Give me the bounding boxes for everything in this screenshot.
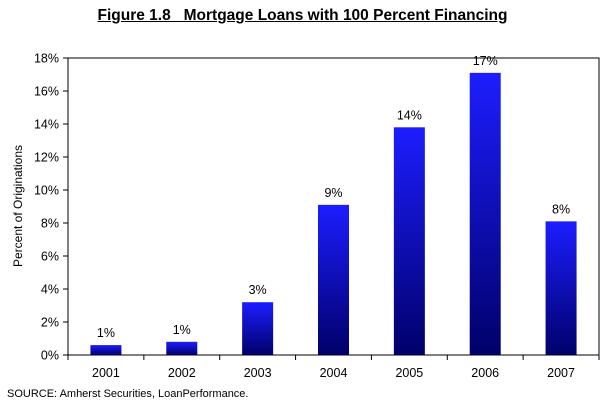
data-label-2004: 9% [324, 186, 342, 200]
y-tick-label: 0% [41, 349, 59, 363]
bar-2005 [393, 127, 425, 355]
bar-2007 [545, 221, 577, 355]
x-tick-label: 2006 [471, 366, 499, 380]
y-axis-label: Percent of Originations [11, 145, 25, 267]
data-label-2005: 14% [397, 108, 422, 122]
y-tick-label: 14% [34, 118, 59, 132]
y-tick-label: 12% [34, 151, 59, 165]
x-tick-label: 2003 [244, 366, 272, 380]
x-tick-label: 2001 [92, 366, 120, 380]
y-axis: 0% 2% 4% 6% 8% 10% 12% 14% 16% 18% [34, 52, 68, 363]
bar-2004 [318, 204, 349, 355]
data-label-2001: 1% [97, 326, 115, 340]
source-note: SOURCE: Amherst Securities, LoanPerforma… [7, 388, 249, 400]
x-tick-label: 2002 [168, 366, 196, 380]
y-tick-label: 10% [34, 184, 59, 198]
data-label-2003: 3% [249, 283, 267, 297]
data-label-2006: 17% [473, 54, 498, 68]
bars-group: 1% 1% 3% 9% 14% 17% 8% [90, 54, 577, 355]
x-tick-label: 2007 [547, 366, 575, 380]
bar-2001 [90, 345, 122, 355]
bar-2002 [166, 341, 198, 355]
y-tick-label: 2% [41, 316, 59, 330]
y-tick-label: 18% [34, 52, 59, 66]
x-axis: 2001 2002 2003 2004 2005 2006 2007 [67, 355, 600, 380]
x-tick-label: 2005 [395, 366, 423, 380]
x-tick-label: 2004 [320, 366, 348, 380]
y-tick-label: 6% [41, 250, 59, 264]
bar-2003 [242, 302, 274, 355]
data-label-2007: 8% [552, 202, 570, 216]
data-label-2002: 1% [173, 323, 191, 337]
y-tick-label: 4% [41, 283, 59, 297]
y-tick-label: 16% [34, 85, 59, 99]
chart-title: Figure 1.8 Mortgage Loans with 100 Perce… [97, 7, 508, 24]
y-tick-label: 8% [41, 217, 59, 231]
bar-2006 [469, 72, 501, 355]
